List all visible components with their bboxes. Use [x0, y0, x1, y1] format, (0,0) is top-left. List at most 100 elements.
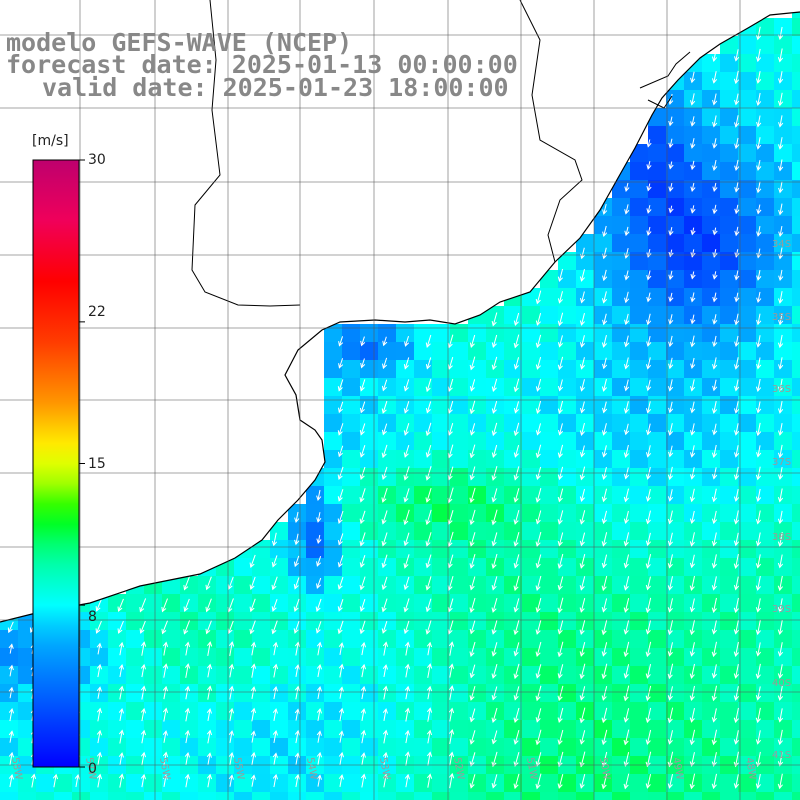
wind-arrow	[513, 619, 520, 636]
wind-arrow	[777, 685, 783, 701]
wind-arrow	[601, 773, 608, 790]
wind-arrow	[426, 685, 433, 700]
wind-arrow	[535, 312, 542, 326]
wind-arrow	[447, 378, 454, 393]
wind-arrow	[316, 751, 323, 766]
wind-arrow	[8, 730, 14, 743]
wind-arrow	[602, 357, 608, 370]
wind-arrow	[601, 488, 608, 503]
wind-arrow	[118, 664, 125, 678]
wind-arrow	[579, 291, 586, 304]
lon-label: 50W	[597, 757, 612, 781]
wind-arrow	[205, 576, 212, 591]
wind-arrow	[712, 335, 718, 348]
title-forecast-date: forecast date: 2025-01-13 00:00:00	[6, 50, 518, 79]
wind-arrow	[668, 205, 674, 214]
wind-arrow	[338, 686, 344, 699]
wind-arrow	[777, 378, 784, 393]
wind-arrow	[579, 642, 586, 657]
wind-arrow	[360, 641, 367, 656]
wind-arrow	[381, 379, 388, 392]
wind-arrow	[118, 729, 125, 744]
wind-arrow	[579, 663, 586, 680]
colorbar-ramp	[32, 159, 80, 768]
wind-arrow	[624, 182, 630, 192]
wind-arrow	[778, 269, 784, 282]
wind-arrow	[778, 203, 784, 216]
wind-arrow	[382, 729, 389, 744]
wind-arrow	[294, 773, 301, 788]
wind-arrow	[381, 554, 388, 569]
wind-arrow	[755, 48, 762, 63]
wind-arrow	[711, 554, 717, 569]
wind-arrow	[557, 335, 564, 348]
wind-arrow	[557, 488, 564, 503]
wind-arrow	[579, 401, 586, 414]
wind-arrow	[645, 707, 652, 724]
wind-arrow	[624, 204, 630, 215]
wind-arrow	[733, 751, 739, 768]
wind-arrow	[316, 774, 322, 787]
wind-arrow	[623, 357, 630, 370]
wind-arrow	[756, 401, 762, 414]
wind-arrow	[557, 379, 564, 392]
colorbar-tick-8: 8	[88, 609, 97, 625]
wind-arrow	[778, 159, 784, 172]
wind-arrow	[96, 729, 103, 744]
wind-arrow	[645, 664, 652, 679]
wind-arrow	[205, 620, 212, 635]
lon-label: 48W	[743, 757, 758, 781]
wind-arrow	[557, 620, 564, 635]
wind-arrow	[448, 729, 455, 745]
wind-arrow	[646, 335, 652, 347]
wind-arrow	[425, 532, 432, 547]
wind-arrow	[734, 182, 740, 193]
wind-arrow	[624, 270, 630, 281]
wind-arrow	[579, 707, 586, 724]
wind-arrow	[777, 708, 784, 723]
wind-arrow	[579, 357, 586, 370]
wind-arrow	[161, 620, 168, 635]
wind-arrow	[711, 752, 717, 767]
wind-arrow	[756, 357, 762, 370]
wind-arrow	[139, 598, 147, 613]
wind-arrow	[338, 751, 345, 766]
wind-arrow	[161, 598, 168, 613]
lon-label: 49W	[670, 757, 685, 781]
wind-arrow	[733, 553, 739, 569]
wind-arrow	[668, 445, 674, 458]
wind-arrow	[337, 533, 344, 546]
wind-arrow	[491, 400, 498, 414]
wind-arrow	[338, 358, 344, 369]
wind-arrow	[734, 270, 740, 281]
wind-arrow	[513, 730, 520, 745]
wind-arrow	[689, 554, 696, 569]
wind-arrow	[513, 686, 520, 701]
wind-arrow	[711, 773, 717, 790]
wind-arrow	[294, 729, 301, 744]
wind-arrow	[733, 707, 739, 724]
wind-arrow	[140, 685, 147, 700]
wind-arrow	[601, 510, 607, 525]
wind-arrow	[601, 532, 608, 547]
wind-arrow	[756, 115, 762, 128]
wind-arrow	[690, 182, 696, 193]
wind-arrow	[403, 620, 410, 635]
wind-arrow	[118, 685, 125, 700]
wind-arrow	[447, 334, 454, 349]
wind-arrow	[711, 729, 717, 746]
wind-arrow	[778, 247, 784, 260]
wind-arrow	[755, 730, 762, 745]
wind-arrow	[337, 445, 344, 458]
wind-arrow	[623, 685, 630, 702]
wind-arrow	[601, 663, 608, 680]
wind-arrow	[425, 357, 432, 370]
wind-arrow	[755, 751, 761, 768]
wind-arrow	[601, 334, 608, 348]
wind-arrow	[74, 774, 81, 788]
wind-arrow	[469, 730, 476, 745]
wind-arrow	[777, 532, 783, 547]
wind-arrow	[250, 641, 257, 656]
wind-arrow	[426, 641, 433, 656]
wind-arrow	[294, 533, 300, 546]
